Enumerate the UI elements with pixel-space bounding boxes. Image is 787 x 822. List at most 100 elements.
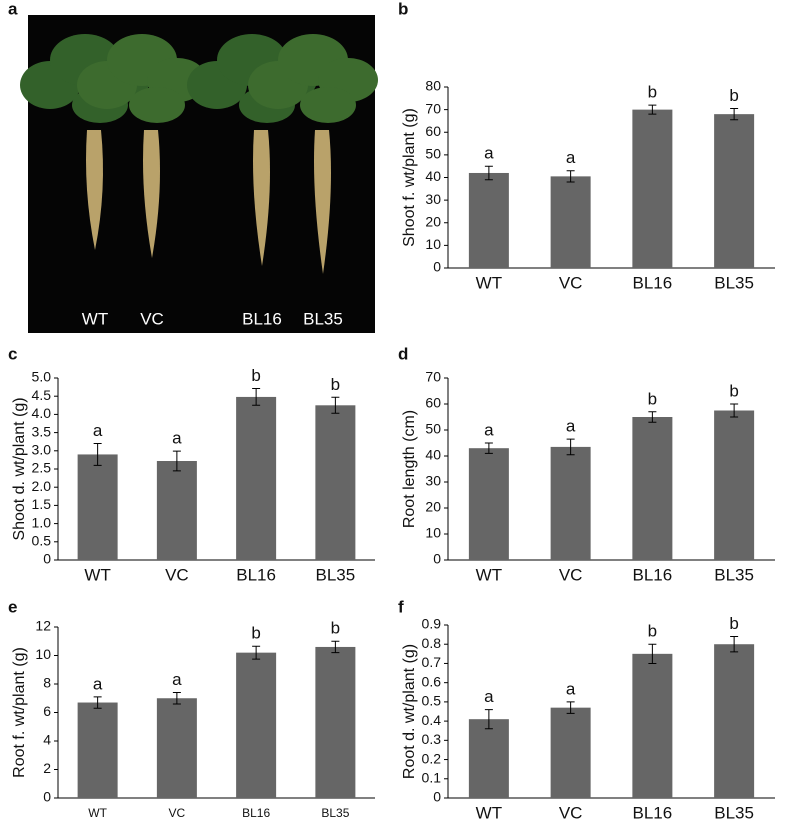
y-tick-label: 50 — [425, 421, 441, 437]
annotation: a — [484, 420, 494, 439]
root — [143, 130, 160, 258]
bar — [632, 653, 673, 798]
annotation: a — [93, 674, 103, 693]
y-tick-label: 0 — [433, 551, 441, 567]
x-tick-label: BL35 — [316, 565, 356, 584]
y-tick-label: 8 — [43, 675, 51, 691]
error-bar — [252, 388, 261, 406]
annotation: a — [566, 679, 576, 698]
y-tick-label: 0.4 — [422, 712, 442, 728]
bar — [468, 172, 509, 268]
root — [314, 130, 331, 274]
x-tick-label: BL16 — [633, 565, 673, 584]
y-tick-label: 12 — [35, 618, 51, 634]
y-tick-label: 5.0 — [32, 369, 52, 385]
x-tick-label: VC — [559, 803, 583, 822]
error-bar — [730, 403, 739, 418]
y-tick-label: 2.5 — [32, 460, 52, 476]
y-tick-label: 3.5 — [32, 423, 52, 439]
y-tick-label: 0.8 — [422, 635, 442, 651]
error-bar — [93, 696, 102, 709]
annotation: b — [648, 622, 657, 641]
error-bar — [648, 411, 657, 423]
y-tick-label: 2.0 — [32, 478, 52, 494]
bar — [315, 405, 356, 560]
annotation: b — [331, 375, 340, 394]
y-tick-label: 1.0 — [32, 514, 52, 530]
panel-label: d — [398, 344, 408, 363]
annotation: a — [172, 670, 182, 689]
bar — [156, 698, 197, 798]
y-tick-label: 20 — [425, 213, 441, 229]
y-tick-label: 0 — [43, 551, 51, 567]
y-tick-label: 0.5 — [32, 533, 52, 549]
y-tick-label: 50 — [425, 146, 441, 162]
x-tick-label: VC — [165, 565, 189, 584]
y-tick-label: 4.5 — [32, 387, 52, 403]
y-tick-label: 0.6 — [422, 673, 442, 689]
panel-label: c — [8, 344, 17, 363]
annotation: b — [729, 381, 738, 400]
x-tick-label: VC — [559, 565, 583, 584]
error-bar — [648, 104, 657, 115]
y-tick-label: 70 — [425, 100, 441, 116]
y-tick-label: 0.9 — [422, 616, 442, 632]
x-tick-label: VC — [559, 273, 583, 292]
y-tick-label: 80 — [425, 78, 441, 94]
y-tick-label: 0.7 — [422, 654, 442, 670]
bar — [236, 396, 277, 560]
y-tick-label: 60 — [425, 123, 441, 139]
annotation: b — [648, 83, 657, 102]
annotation: a — [93, 421, 103, 440]
bar — [632, 109, 673, 268]
x-tick-label: WT — [476, 803, 502, 822]
y-tick-label: 30 — [425, 191, 441, 207]
annotation: b — [729, 614, 738, 633]
x-tick-label: BL35 — [714, 803, 754, 822]
annotation: b — [251, 624, 260, 643]
x-tick-label: VC — [169, 806, 186, 820]
x-tick-label: BL35 — [714, 273, 754, 292]
y-tick-label: 30 — [425, 473, 441, 489]
y-tick-label: 0 — [43, 789, 51, 805]
x-tick-label: WT — [476, 273, 502, 292]
error-bar — [252, 645, 261, 660]
annotation: a — [484, 687, 494, 706]
error-bar — [566, 438, 575, 456]
panel-label: f — [398, 597, 404, 616]
y-tick-label: 70 — [425, 369, 441, 385]
error-bar — [93, 443, 102, 466]
y-tick-label: 3.0 — [32, 442, 52, 458]
root — [253, 130, 270, 266]
y-tick-label: 0.1 — [422, 769, 442, 785]
y-axis-label: Shoot f. wt/plant (g) — [401, 108, 418, 247]
photo-label: WT — [82, 309, 108, 328]
leaf — [129, 87, 185, 123]
y-tick-label: 10 — [35, 646, 51, 662]
error-bar — [172, 692, 181, 705]
x-tick-label: BL35 — [714, 565, 754, 584]
photo-label: BL16 — [242, 309, 282, 328]
y-tick-label: 0 — [433, 789, 441, 805]
bar — [77, 702, 118, 798]
y-axis-label: Shoot d. wt/plant (g) — [11, 397, 28, 540]
panel-label: b — [398, 0, 408, 18]
bar — [714, 644, 755, 798]
error-bar — [484, 165, 493, 181]
y-tick-label: 0.5 — [422, 693, 442, 709]
y-tick-label: 10 — [425, 236, 441, 252]
y-axis-label: Root d. wt/plant (g) — [401, 644, 418, 779]
panel-label: a — [8, 0, 18, 18]
y-tick-label: 60 — [425, 395, 441, 411]
bar — [315, 646, 356, 798]
y-tick-label: 10 — [425, 525, 441, 541]
y-tick-label: 0 — [433, 259, 441, 275]
bar — [468, 719, 509, 798]
photo-label: BL35 — [303, 309, 343, 328]
bar — [714, 114, 755, 269]
annotation: a — [566, 417, 576, 436]
bar — [468, 448, 509, 560]
x-tick-label: WT — [88, 806, 107, 820]
bar — [714, 410, 755, 560]
